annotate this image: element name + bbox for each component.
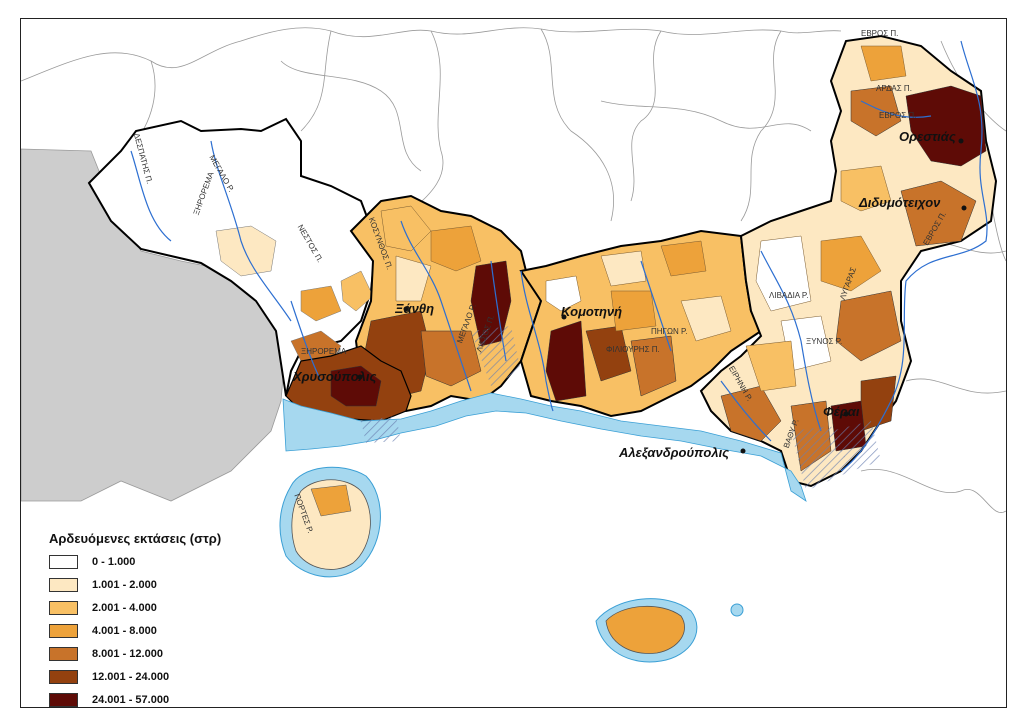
- legend-swatch: [49, 578, 78, 592]
- legend-row: 12.001 - 24.000: [49, 667, 249, 687]
- legend-row: 24.001 - 57.000: [49, 690, 249, 707]
- legend-row: 0 - 1.000: [49, 552, 249, 572]
- river-label-ardas: ΑΡΔΑΣ Π.: [876, 84, 912, 93]
- map-frame: Ξάνθη Κομοτηνή Χρυσούπολις Αλεξανδρούπολ…: [20, 18, 1007, 708]
- samothraki-island: [595, 598, 744, 663]
- river-label-xinos: ΞΥΝΟΣ Ρ.: [806, 337, 843, 346]
- city-didymoteicho: Διδυμότειχον: [859, 195, 941, 210]
- west-patches: [215, 225, 374, 362]
- city-orestiada: Ορεστιάς: [899, 129, 956, 144]
- legend-label: 4.001 - 8.000: [92, 625, 157, 637]
- thasos-island: [279, 466, 381, 578]
- legend-label: 2.001 - 4.000: [92, 602, 157, 614]
- river-label-livadia: ΛΙΒΑΔΙΑ Ρ.: [769, 291, 809, 300]
- legend: Αρδευόμενες εκτάσεις (στρ) 0 - 1.000 1.0…: [49, 531, 249, 707]
- rivers: [130, 40, 988, 472]
- city-chrysoupoli: Χρυσούπολις: [293, 369, 377, 384]
- legend-row: 8.001 - 12.000: [49, 644, 249, 664]
- legend-row: 4.001 - 8.000: [49, 621, 249, 641]
- city-xanthi: Ξάνθη: [395, 301, 435, 316]
- city-markers: [357, 138, 967, 454]
- river-label-filioris: ΦΙΛΙΟΥΡΗΣ Π.: [606, 345, 660, 354]
- wetland-hatching: [361, 326, 881, 491]
- river-label-evros-1: ΕΒΡΟΣ Π.: [861, 29, 899, 38]
- legend-label: 0 - 1.000: [92, 556, 136, 568]
- legend-label: 8.001 - 12.000: [92, 648, 163, 660]
- coast-strip: [282, 392, 807, 502]
- legend-label: 12.001 - 24.000: [92, 671, 170, 683]
- city-feres: Φέραι: [823, 404, 860, 419]
- legend-swatch: [49, 670, 78, 684]
- city-alexandroupoli: Αλεξανδρούπολις: [619, 445, 730, 460]
- legend-title: Αρδευόμενες εκτάσεις (στρ): [49, 531, 222, 546]
- legend-swatch: [49, 624, 78, 638]
- map-canvas: [21, 27, 1006, 663]
- river-label-evros-2: ΕΒΡΟΣ Π.: [879, 111, 917, 120]
- legend-label: 24.001 - 57.000: [92, 694, 170, 706]
- legend-swatch: [49, 693, 78, 707]
- legend-row: 1.001 - 2.000: [49, 575, 249, 595]
- legend-label: 1.001 - 2.000: [92, 579, 157, 591]
- legend-row: 2.001 - 4.000: [49, 598, 249, 618]
- river-label-xiropotamos-2: ΞΗΡΟΡΕΜΑ: [301, 347, 347, 356]
- legend-swatch: [49, 601, 78, 615]
- river-label-pigon: ΠΗΓΩΝ Ρ.: [651, 327, 688, 336]
- legend-swatch: [49, 647, 78, 661]
- city-komotini: Κομοτηνή: [561, 304, 623, 319]
- legend-swatch: [49, 555, 78, 569]
- evros-patches: [720, 45, 987, 472]
- kavala-dark-core: [330, 365, 382, 407]
- rodopi-patches: [545, 240, 732, 402]
